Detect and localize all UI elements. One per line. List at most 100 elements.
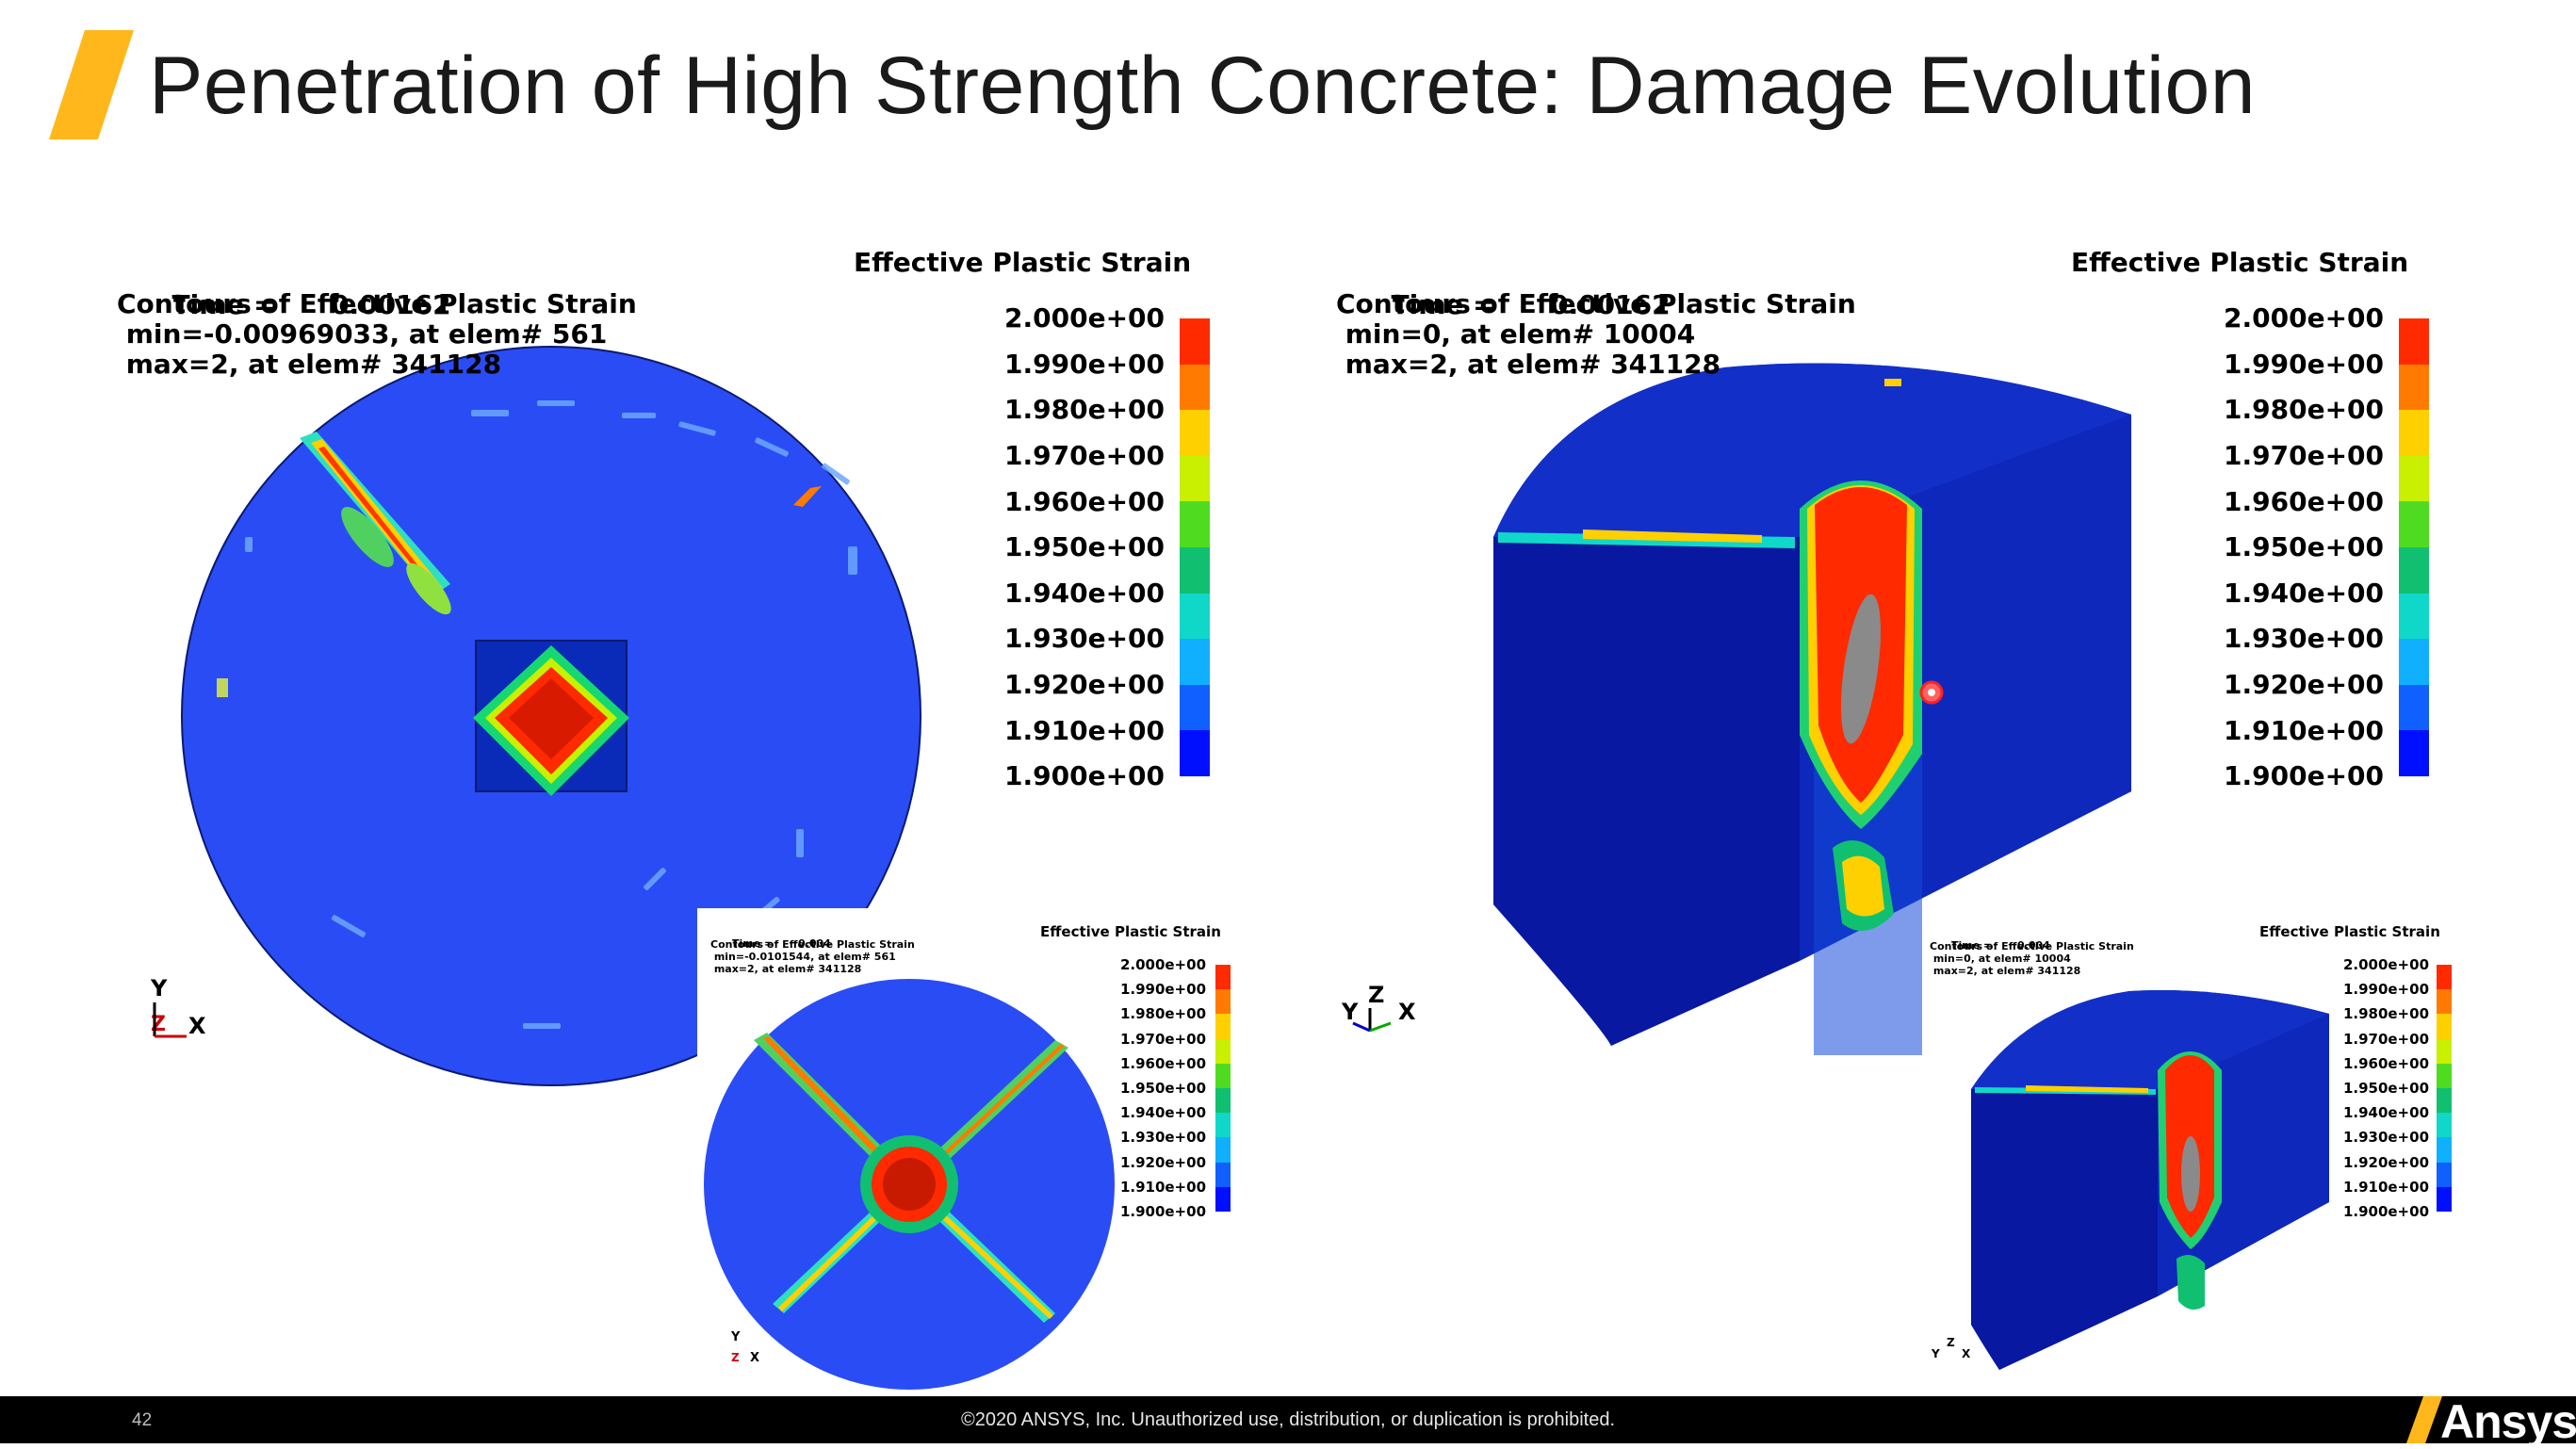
legend-tick-label: 1.930e+00 bbox=[1004, 623, 1165, 655]
colorbar-bl bbox=[1215, 965, 1231, 1212]
colorbar-segment bbox=[2437, 1063, 2452, 1088]
max-label-br: max=2, at elem# 341128 bbox=[1930, 965, 2081, 977]
time-value: 0.004 bbox=[2017, 939, 2050, 952]
time-label: Time = bbox=[1391, 289, 1495, 320]
legend-tick-label: 1.990e+00 bbox=[2342, 981, 2429, 999]
legend-tick-label: 1.920e+00 bbox=[1004, 669, 1165, 700]
colorbar-tr bbox=[2399, 318, 2429, 776]
colorbar-segment bbox=[2399, 684, 2429, 731]
cutaway-plot bbox=[1493, 363, 2131, 1055]
legend-tick-label: 1.920e+00 bbox=[2224, 669, 2384, 700]
colorbar-segment bbox=[1215, 1137, 1231, 1163]
min-label-tl: min=-0.00969033, at elem# 561 bbox=[117, 318, 608, 350]
colorbar-segment bbox=[1215, 1186, 1231, 1212]
colorbar-segment bbox=[2437, 1162, 2452, 1187]
legend-tick-label: 1.950e+00 bbox=[2342, 1080, 2429, 1097]
colorbar-segment bbox=[1215, 989, 1231, 1015]
colorbar-segment bbox=[1215, 1162, 1231, 1187]
legend-tick-label: 1.900e+00 bbox=[2224, 760, 2384, 792]
min-label-bl: min=-0.0101544, at elem# 561 bbox=[710, 951, 896, 963]
axis-z-br: Z bbox=[1947, 1336, 1955, 1349]
inset-bottom-left: Time = 0.004 Contours of Effective Plast… bbox=[697, 908, 1244, 1393]
axis-x-tl: X bbox=[188, 1013, 206, 1039]
legend-tick-label: 1.950e+00 bbox=[2224, 531, 2384, 563]
legend-tick-label: 1.910e+00 bbox=[2224, 714, 2384, 746]
colorbar-segment bbox=[1180, 639, 1210, 685]
time-label: Time = bbox=[171, 289, 276, 320]
legend-tick-label: 1.960e+00 bbox=[1119, 1054, 1206, 1072]
legend-tick-label: 1.960e+00 bbox=[2224, 485, 2384, 517]
time-value: 0.00162 bbox=[1550, 289, 1671, 320]
colorbar-segment bbox=[2437, 1038, 2452, 1064]
legend-tick-label: 1.950e+00 bbox=[1119, 1080, 1206, 1097]
legend-tick-label: 1.940e+00 bbox=[1119, 1104, 1206, 1122]
legend-tick-label: 2.000e+00 bbox=[1119, 956, 1206, 973]
legend-tick-label: 1.940e+00 bbox=[1004, 577, 1165, 609]
axis-y-tr: Y bbox=[1342, 999, 1359, 1025]
legend-title-tl: Effective Plastic Strain bbox=[854, 247, 1192, 278]
legend-tick-label: 1.920e+00 bbox=[1119, 1153, 1206, 1171]
top-view-plot bbox=[181, 346, 921, 1086]
axis-x-bl: X bbox=[750, 1351, 760, 1365]
colorbar-segment bbox=[1215, 1014, 1231, 1039]
colorbar-segment bbox=[2399, 547, 2429, 594]
colorbar-segment bbox=[2399, 364, 2429, 411]
legend-tick-label: 1.950e+00 bbox=[1004, 531, 1165, 563]
time-label: Time = bbox=[731, 937, 774, 950]
colorbar-segment bbox=[1180, 593, 1210, 640]
colorbar-segment bbox=[2437, 965, 2452, 990]
inset-top-view-plot bbox=[704, 979, 1115, 1390]
slide-title: Penetration of High Strength Concrete: D… bbox=[149, 41, 2257, 131]
colorbar-segment bbox=[2399, 593, 2429, 640]
colorbar-segment bbox=[1180, 410, 1210, 456]
ansys-logo-icon bbox=[2406, 1396, 2442, 1443]
colorbar-segment bbox=[2399, 318, 2429, 365]
legend-tick-label: 1.960e+00 bbox=[1004, 485, 1165, 517]
legend-tick-label: 1.970e+00 bbox=[1119, 1030, 1206, 1048]
sim-panel-top-right: Time = 0.00162 Contours of Effective Pla… bbox=[1319, 226, 2431, 1055]
colorbar-segment bbox=[2437, 1014, 2452, 1039]
contours-label-bl: Contours of Effective Plastic Strain bbox=[710, 938, 915, 951]
axis-y-bl: Y bbox=[731, 1330, 741, 1344]
header-time-tl: Time = 0.00162 bbox=[117, 258, 451, 351]
legend-tick-label: 1.930e+00 bbox=[2224, 623, 2384, 655]
axis-x-br: X bbox=[1962, 1347, 1971, 1360]
axis-z-bl: Z bbox=[731, 1351, 740, 1364]
colorbar-segment bbox=[2437, 1088, 2452, 1114]
max-label-bl: max=2, at elem# 341128 bbox=[710, 963, 862, 975]
accent-slash-icon bbox=[49, 30, 134, 139]
legend-tick-label: 1.990e+00 bbox=[1119, 981, 1206, 999]
colorbar-segment bbox=[1215, 1063, 1231, 1088]
colorbar-segment bbox=[2437, 1186, 2452, 1212]
colorbar-segment bbox=[2437, 989, 2452, 1015]
legend-tick-label: 1.980e+00 bbox=[1119, 1005, 1206, 1023]
legend-tick-label: 1.970e+00 bbox=[1004, 440, 1165, 471]
copyright-notice: ©2020 ANSYS, Inc. Unauthorized use, dist… bbox=[960, 1409, 1616, 1430]
colorbar-segment bbox=[1215, 965, 1231, 990]
legend-title-bl: Effective Plastic Strain bbox=[1040, 923, 1221, 940]
footer-bar bbox=[0, 1396, 2576, 1443]
legend-tick-label: 1.980e+00 bbox=[2224, 394, 2384, 426]
legend-title-br: Effective Plastic Strain bbox=[2259, 923, 2440, 940]
contours-label-br: Contours of Effective Plastic Strain bbox=[1930, 940, 2134, 952]
colorbar-segment bbox=[1215, 1113, 1231, 1138]
legend-tick-label: 2.000e+00 bbox=[2224, 302, 2384, 334]
header-time-bl: Time = 0.004 bbox=[710, 925, 831, 962]
legend-tick-label: 1.980e+00 bbox=[2342, 1005, 2429, 1023]
min-label-tr: min=0, at elem# 10004 bbox=[1336, 318, 1696, 350]
colorbar-segment bbox=[1215, 1088, 1231, 1114]
colorbar-segment bbox=[1180, 547, 1210, 594]
legend-tick-label: 1.910e+00 bbox=[2342, 1178, 2429, 1196]
legend-tick-label: 2.000e+00 bbox=[2342, 956, 2429, 973]
sim-panel-top-left: Time = 0.00162 Contours of Effective Pla… bbox=[94, 226, 1225, 1093]
colorbar-segment bbox=[1180, 455, 1210, 502]
colorbar-segment bbox=[1180, 364, 1210, 411]
time-label: Time = bbox=[1950, 939, 1993, 952]
legend-tick-label: 2.000e+00 bbox=[1004, 302, 1165, 334]
colorbar-segment bbox=[1180, 684, 1210, 731]
time-value: 0.00162 bbox=[331, 289, 451, 320]
header-time-br: Time = 0.004 bbox=[1930, 927, 2050, 964]
colorbar-br bbox=[2437, 965, 2452, 1212]
legend-tick-label: 1.910e+00 bbox=[1004, 714, 1165, 746]
